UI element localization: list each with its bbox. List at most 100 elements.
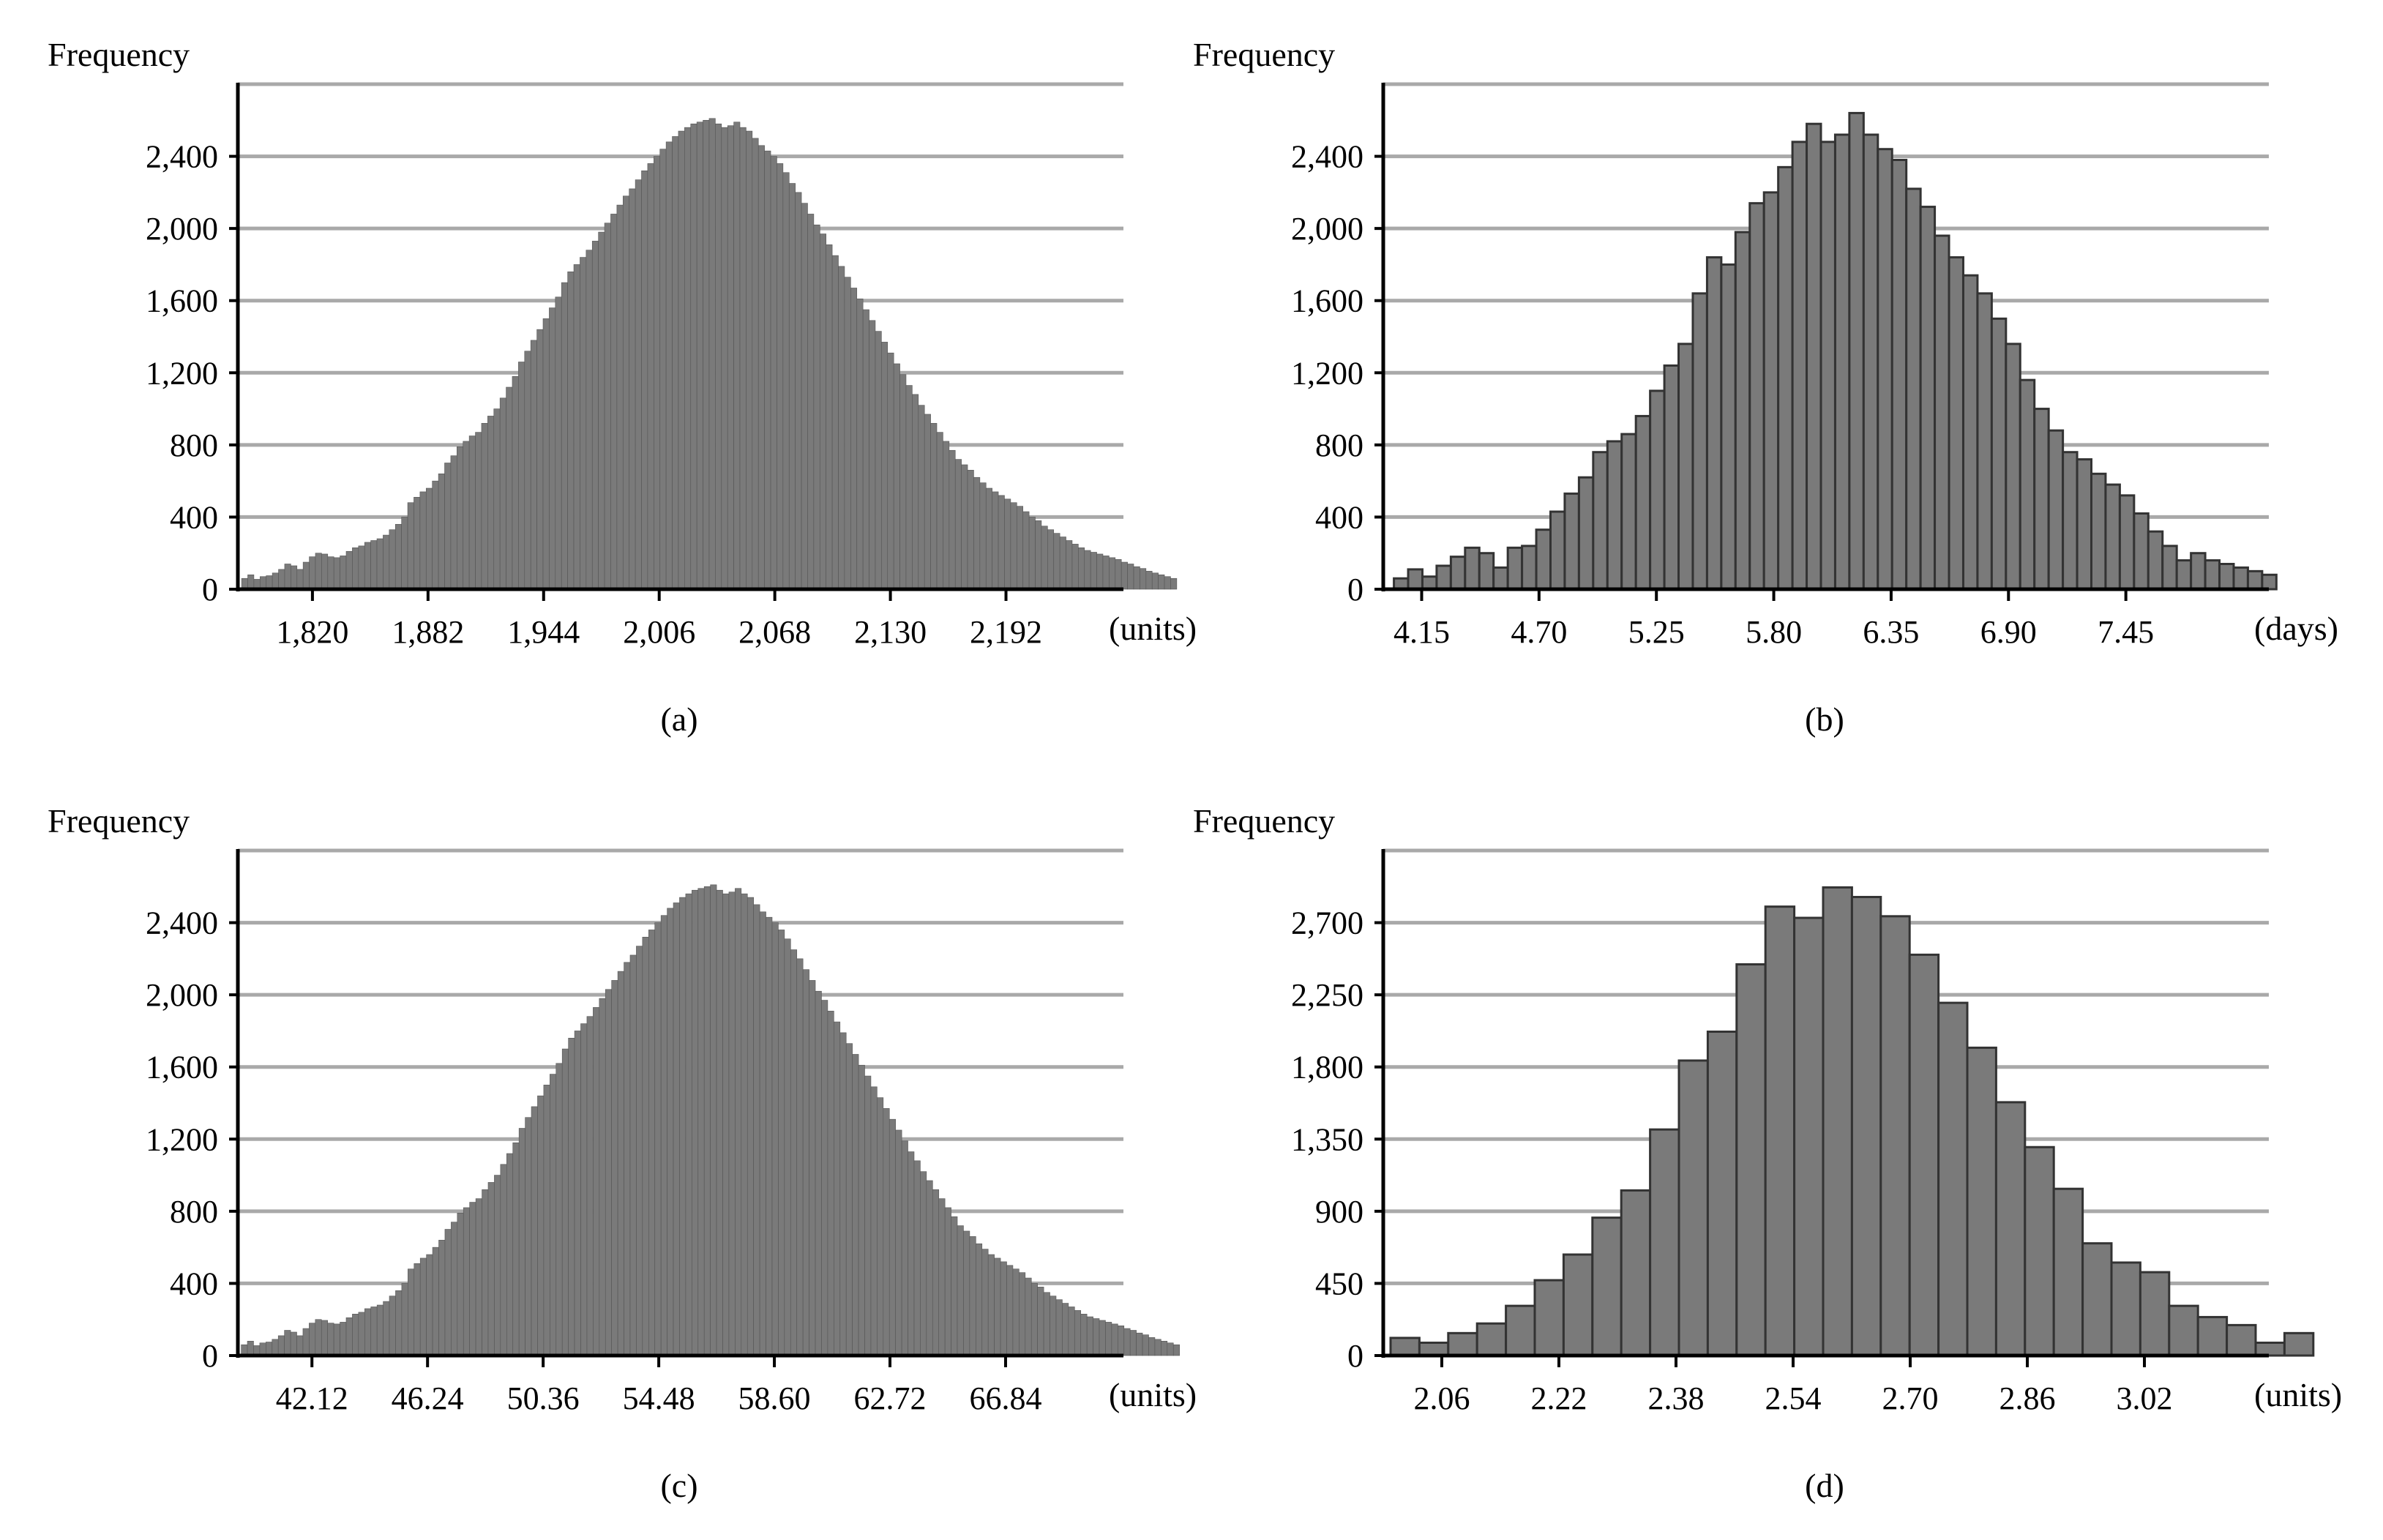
y-tick-label: 1,200 (146, 1121, 218, 1157)
y-tick-label: 2,000 (146, 977, 218, 1013)
histogram-bar (1521, 545, 1538, 591)
x-tick-label: 54.48 (623, 1380, 695, 1416)
histogram-bar (599, 998, 606, 1356)
histogram-bar (333, 1323, 340, 1356)
histogram-bar (277, 1335, 285, 1356)
histogram-bar (1136, 1332, 1143, 1356)
histogram-bar (432, 1246, 439, 1356)
histogram-bar (770, 156, 777, 590)
histogram-bar (580, 1023, 588, 1356)
histogram-bar (943, 441, 950, 590)
histogram-bar (611, 980, 618, 1356)
histogram-bar (1133, 566, 1140, 590)
histogram-bar (1475, 1322, 1508, 1357)
histogram-bar (1990, 317, 2008, 591)
histogram-bar (1620, 433, 1637, 591)
histogram-bar (463, 441, 470, 590)
histogram-bar (1905, 187, 1922, 591)
histogram-bar (831, 255, 839, 590)
histogram-bar (1879, 915, 1911, 1357)
histogram-bar (679, 897, 687, 1356)
histogram-bar (753, 904, 760, 1356)
histogram-bar (536, 329, 544, 590)
histogram-bar (790, 949, 798, 1356)
histogram-bar (629, 954, 637, 1356)
y-axis-title: Frequency (48, 802, 190, 840)
x-axis-unit-label: (units) (1109, 610, 1197, 647)
histogram-bar (567, 271, 575, 590)
histogram-bar (1080, 1314, 1088, 1356)
histogram-bar (838, 266, 845, 590)
histogram-bar (426, 1254, 433, 1356)
histogram-bar (259, 1342, 266, 1356)
x-tick-label: 6.90 (1980, 614, 2037, 650)
histogram-bar (247, 1340, 254, 1356)
histogram-bar (315, 1319, 322, 1356)
histogram-bar (1877, 148, 1893, 591)
histogram-bar (1407, 568, 1424, 591)
histogram-bar (1016, 506, 1023, 590)
histogram-bar (813, 224, 820, 590)
histogram-bar (401, 1283, 408, 1356)
histogram-bar (1105, 1322, 1112, 1356)
histogram-bar (2190, 552, 2207, 591)
histogram-bar (985, 487, 992, 590)
histogram-bar (992, 491, 999, 590)
histogram-bar (401, 517, 408, 590)
histogram-bar (690, 123, 697, 590)
histogram-bar (1123, 1328, 1131, 1356)
histogram-bar (752, 138, 759, 590)
panel-label: (a) (660, 700, 697, 738)
histogram-bar (685, 893, 692, 1356)
histogram-bar (735, 888, 742, 1356)
histogram-bar (1833, 133, 1851, 591)
y-axis-title: Frequency (1193, 36, 1335, 73)
histogram-bar (981, 1249, 989, 1356)
histogram-bar (834, 1021, 841, 1356)
x-axis-unit-label: (days) (2254, 610, 2338, 647)
histogram-bar (358, 1312, 365, 1356)
histogram-bar (2139, 1271, 2171, 1357)
histogram-bar (1050, 1296, 1057, 1356)
histogram-bar (926, 1180, 933, 1356)
histogram-bar (624, 962, 631, 1356)
histogram-bar (667, 908, 674, 1356)
x-tick-label: 2.22 (1531, 1380, 1587, 1416)
x-tick-label: 7.45 (2098, 614, 2154, 650)
histogram-bar (1464, 546, 1481, 591)
histogram-bar (487, 1182, 495, 1356)
histogram-bar (302, 1328, 310, 1356)
histogram-bar (1043, 1292, 1050, 1356)
x-tick-label: 4.15 (1393, 614, 1450, 650)
histogram-bar (1606, 440, 1623, 591)
histogram-bar (419, 1257, 427, 1356)
histogram-bar (739, 127, 747, 590)
histogram-panel-a: 0 400 800 1,200 1,600 2,000 2,400 1,820 1,882 1,9… (48, 36, 1197, 738)
histogram-bar (1447, 1331, 1478, 1357)
histogram-bar (821, 1000, 828, 1356)
histogram-bar (2218, 563, 2235, 591)
histogram-bar (2110, 1261, 2141, 1357)
histogram-bar (716, 889, 723, 1356)
histogram-bar (2118, 494, 2136, 591)
histogram-bar (512, 1142, 520, 1356)
histogram-bar (901, 1140, 908, 1356)
histogram-bar (870, 1086, 878, 1356)
histogram-bar (1006, 1265, 1014, 1356)
histogram-bar (549, 307, 556, 590)
histogram-bar (2005, 343, 2021, 591)
y-tick-label: 400 (170, 1266, 218, 1301)
histogram-bar (665, 141, 673, 590)
histogram-bar (1435, 564, 1452, 591)
histogram-bar (819, 233, 826, 590)
histogram-bar (1115, 559, 1122, 590)
histogram-bar (845, 1043, 853, 1356)
histogram-bar (530, 340, 537, 590)
histogram-bar (302, 561, 310, 590)
histogram-bar (605, 989, 612, 1356)
histogram-bar (604, 223, 611, 590)
histogram-bar (1748, 202, 1765, 591)
histogram-bar (641, 170, 648, 590)
histogram-bar (352, 1314, 359, 1356)
histogram-bar (2246, 569, 2264, 591)
